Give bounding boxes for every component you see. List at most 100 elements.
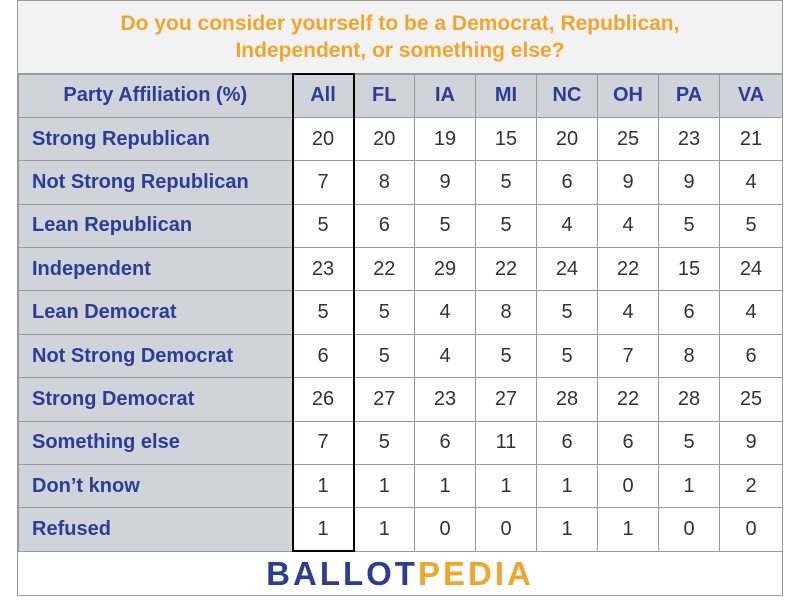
- table-cell-ia: 19: [414, 116, 476, 162]
- table-cell-all: 26: [291, 377, 355, 422]
- table-cell-va: 0: [719, 507, 783, 552]
- logo-part-ballot: BALLOT: [266, 555, 418, 592]
- row-label: Strong Republican: [18, 116, 293, 162]
- column-header-nc: NC: [536, 73, 598, 118]
- table-cell-all: 7: [291, 420, 355, 466]
- table-row: Something else 7 5 6 11 6 6 5 9: [18, 420, 783, 466]
- table-cell-all: 1: [291, 464, 355, 509]
- column-header-ia: IA: [414, 73, 476, 118]
- table-cell-mi: 1: [475, 464, 537, 509]
- table-cell-oh: 22: [597, 247, 659, 292]
- table-cell-oh: 4: [597, 290, 659, 335]
- table-cell-pa: 15: [658, 247, 720, 292]
- title-line-2: Independent, or something else?: [235, 39, 565, 62]
- table-cell-oh: 0: [597, 464, 659, 509]
- table-cell-pa: 23: [658, 116, 720, 162]
- column-header-mi: MI: [475, 73, 537, 118]
- table-row: Lean Democrat 5 5 4 8 5 4 6 4: [18, 290, 783, 335]
- table-cell-mi: 15: [475, 116, 537, 162]
- corner-label: Party Affiliation (%): [18, 73, 293, 118]
- table-cell-nc: 4: [536, 203, 598, 249]
- table-row: Not Strong Republican 7 8 9 5 6 9 9 4: [18, 160, 783, 205]
- table-cell-mi: 5: [475, 203, 537, 249]
- table-cell-ia: 0: [414, 507, 476, 552]
- table-cell-all: 5: [291, 290, 355, 335]
- table-cell-mi: 5: [475, 333, 537, 379]
- table-row: Refused 1 1 0 0 1 1 0 0: [18, 507, 783, 553]
- table-cell-ia: 1: [414, 464, 476, 509]
- row-label: Not Strong Republican: [18, 160, 293, 205]
- table-cell-fl: 5: [353, 290, 415, 335]
- table-cell-va: 25: [719, 377, 783, 422]
- table-cell-all: 20: [291, 116, 355, 162]
- table-body: Strong Republican 20 20 19 15 20 25 23 21 Not Str…: [18, 116, 783, 553]
- table-cell-pa: 9: [658, 160, 720, 205]
- table-cell-all: 23: [291, 247, 355, 292]
- table-cell-oh: 9: [597, 160, 659, 205]
- table-cell-nc: 5: [536, 333, 598, 379]
- title-line-1: Do you consider yourself to be a Democra…: [120, 12, 680, 35]
- table-cell-oh: 25: [597, 116, 659, 162]
- party-affiliation-table: Party Affiliation (%) All FL IA MI NC OH PA VA …: [18, 72, 783, 553]
- table-row: Not Strong Democrat 6 5 4 5 5 7 8 6: [18, 333, 783, 379]
- table-cell-fl: 1: [353, 507, 415, 552]
- table-cell-all: 5: [291, 203, 355, 249]
- table-cell-mi: 27: [475, 377, 537, 422]
- table-cell-nc: 1: [536, 464, 598, 509]
- column-header-oh: OH: [597, 73, 659, 118]
- table-cell-oh: 1: [597, 507, 659, 552]
- row-label: Something else: [18, 420, 293, 466]
- table-cell-va: 4: [719, 290, 783, 335]
- table-row: Strong Democrat 26 27 23 27 28 22 28 25: [18, 377, 783, 422]
- table-cell-nc: 6: [536, 160, 598, 205]
- table-cell-ia: 29: [414, 247, 476, 292]
- row-label: Strong Democrat: [18, 377, 293, 422]
- table-cell-nc: 6: [536, 420, 598, 466]
- table-cell-ia: 6: [414, 420, 476, 466]
- table-cell-oh: 22: [597, 377, 659, 422]
- row-label: Lean Democrat: [18, 290, 293, 335]
- ballotpedia-logo: BALLOT PEDIA: [18, 552, 782, 596]
- table-cell-pa: 0: [658, 507, 720, 552]
- table-cell-ia: 4: [414, 333, 476, 379]
- table-cell-nc: 1: [536, 507, 598, 552]
- table-row: Independent 23 22 29 22 24 22 15 24: [18, 247, 783, 292]
- table-cell-fl: 6: [353, 203, 415, 249]
- table-cell-pa: 28: [658, 377, 720, 422]
- table-cell-mi: 11: [475, 420, 537, 466]
- column-header-pa: PA: [658, 73, 720, 118]
- table-cell-fl: 1: [353, 464, 415, 509]
- row-label: Lean Republican: [18, 203, 293, 249]
- table-cell-ia: 5: [414, 203, 476, 249]
- question-title: Do you consider yourself to be a Democra…: [18, 1, 782, 74]
- column-header-fl: FL: [353, 73, 415, 118]
- column-header-va: VA: [719, 73, 783, 118]
- table-cell-fl: 20: [353, 116, 415, 162]
- table-cell-fl: 5: [353, 420, 415, 466]
- table-cell-nc: 5: [536, 290, 598, 335]
- table-cell-all: 6: [291, 333, 355, 379]
- table-cell-mi: 5: [475, 160, 537, 205]
- row-label: Independent: [18, 247, 293, 292]
- row-label: Refused: [18, 507, 293, 552]
- logo-part-pedia: PEDIA: [417, 555, 534, 592]
- table-cell-pa: 8: [658, 333, 720, 379]
- table-cell-va: 21: [719, 116, 783, 162]
- poll-table-card: Do you consider yourself to be a Democra…: [17, 0, 783, 596]
- table-cell-oh: 6: [597, 420, 659, 466]
- table-cell-pa: 5: [658, 203, 720, 249]
- table-cell-ia: 9: [414, 160, 476, 205]
- table-cell-va: 4: [719, 160, 783, 205]
- table-cell-va: 24: [719, 247, 783, 292]
- table-cell-all: 1: [291, 507, 355, 553]
- table-cell-nc: 28: [536, 377, 598, 422]
- table-cell-va: 9: [719, 420, 783, 466]
- table-cell-fl: 27: [353, 377, 415, 422]
- table-cell-va: 5: [719, 203, 783, 249]
- row-label: Don’t know: [18, 464, 293, 509]
- table-row: Lean Republican 5 6 5 5 4 4 5 5: [18, 203, 783, 249]
- row-label: Not Strong Democrat: [18, 333, 293, 379]
- table-cell-nc: 20: [536, 116, 598, 162]
- table-cell-all: 7: [291, 160, 355, 205]
- table-cell-mi: 8: [475, 290, 537, 335]
